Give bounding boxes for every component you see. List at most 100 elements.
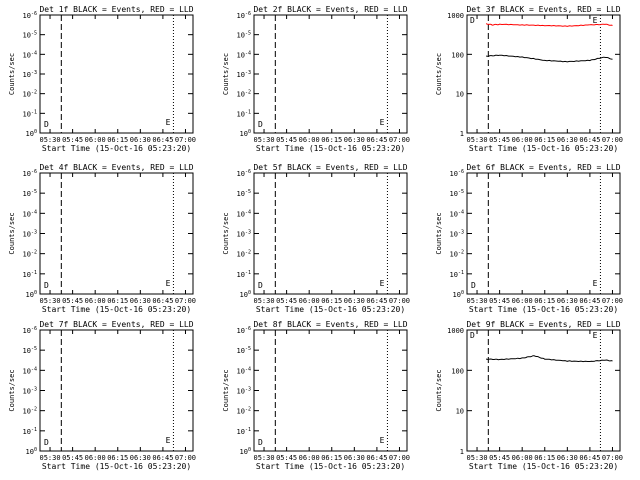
annotation-e: E <box>593 279 598 288</box>
y-tick-label: 100 <box>240 129 251 138</box>
plot-frame <box>466 329 621 452</box>
y-tick-label: 10 <box>456 91 464 99</box>
x-tick-label: 06:15 <box>321 297 342 305</box>
x-axis-label: Start Time (15-Oct-16 05:23:20) <box>256 144 405 153</box>
events-series-line <box>485 355 613 363</box>
panel-title: Det 8f BLACK = Events, RED = LLD <box>253 320 407 329</box>
y-axis-label: Counts/sec <box>8 369 16 411</box>
panel-title: Det 5f BLACK = Events, RED = LLD <box>253 163 407 172</box>
y-tick-label: 10-6 <box>23 11 37 20</box>
x-tick-label: 06:45 <box>366 454 387 462</box>
x-tick-label: 05:45 <box>489 454 510 462</box>
x-tick-label: 07:00 <box>175 136 196 144</box>
y-axis-label: Counts/sec <box>222 53 230 95</box>
x-tick-label: 06:45 <box>152 454 173 462</box>
events-series-line <box>485 54 613 63</box>
y-tick-label: 10-4 <box>23 366 37 375</box>
annotation-d: D <box>258 281 263 290</box>
plot-frame <box>253 172 408 295</box>
annotation-e: E <box>593 331 598 340</box>
y-tick-label: 100 <box>453 290 464 299</box>
x-tick-label: 06:00 <box>299 297 320 305</box>
y-tick-label: 10-5 <box>23 31 37 40</box>
x-tick-label: 06:30 <box>130 454 151 462</box>
x-tick-label: 06:15 <box>321 454 342 462</box>
annotation-e: E <box>166 118 171 127</box>
x-tick-label: 06:30 <box>557 136 578 144</box>
x-tick-label: 06:45 <box>579 454 600 462</box>
y-axis-label: Counts/sec <box>435 369 443 411</box>
x-tick-label: 06:00 <box>299 136 320 144</box>
annotation-e: E <box>593 16 598 25</box>
x-tick-label: 05:30 <box>39 136 60 144</box>
y-tick-label: 100 <box>26 290 37 299</box>
annotation-d: D <box>44 281 49 290</box>
y-tick-label: 1000 <box>447 327 464 335</box>
plot-frame <box>466 172 621 295</box>
annotation-d: D <box>470 16 475 25</box>
y-tick-label: 10-6 <box>23 169 37 178</box>
y-tick-label: 100 <box>26 129 37 138</box>
x-axis-label: Start Time (15-Oct-16 05:23:20) <box>256 305 405 314</box>
y-tick-label: 10-1 <box>237 270 251 279</box>
x-tick-label: 06:30 <box>344 136 365 144</box>
y-tick-label: 10-6 <box>23 326 37 335</box>
x-tick-label: 05:45 <box>276 454 297 462</box>
y-tick-label: 10-4 <box>450 209 464 218</box>
x-tick-label: 06:45 <box>152 297 173 305</box>
x-tick-label: 06:30 <box>344 454 365 462</box>
x-tick-label: 06:00 <box>299 454 320 462</box>
x-tick-label: 06:15 <box>107 454 128 462</box>
plot-frame <box>39 14 194 134</box>
x-tick-label: 07:00 <box>175 454 196 462</box>
y-axis-label: Counts/sec <box>435 212 443 254</box>
y-tick-label: 10-2 <box>23 90 37 99</box>
x-tick-label: 05:45 <box>62 454 83 462</box>
x-tick-label: 06:30 <box>344 297 365 305</box>
x-tick-label: 06:15 <box>107 297 128 305</box>
y-tick-label: 10-3 <box>237 387 251 396</box>
annotation-e: E <box>166 279 171 288</box>
y-tick-label: 1000 <box>447 12 464 20</box>
y-tick-label: 10-4 <box>23 209 37 218</box>
y-tick-label: 10-2 <box>23 250 37 259</box>
y-tick-label: 10-1 <box>237 427 251 436</box>
plot-frame <box>39 172 194 295</box>
y-tick-label: 1 <box>460 130 464 138</box>
x-tick-label: 06:30 <box>557 454 578 462</box>
y-tick-label: 100 <box>451 51 464 59</box>
x-tick-label: 05:30 <box>466 297 487 305</box>
x-tick-label: 05:30 <box>466 136 487 144</box>
x-tick-label: 06:00 <box>512 297 533 305</box>
y-axis-label: Counts/sec <box>222 212 230 254</box>
x-tick-label: 06:45 <box>579 297 600 305</box>
x-tick-label: 06:00 <box>85 297 106 305</box>
x-tick-label: 05:45 <box>489 136 510 144</box>
x-tick-label: 06:45 <box>152 136 173 144</box>
y-tick-label: 10-6 <box>237 169 251 178</box>
x-tick-label: 07:00 <box>389 454 410 462</box>
detector-panel-4: Det 4f BLACK = Events, RED = LLD 05:30 05:… <box>8 163 196 314</box>
y-tick-label: 1 <box>460 448 464 456</box>
panel-title: Det 1f BLACK = Events, RED = LLD <box>39 5 193 14</box>
y-tick-label: 10-5 <box>450 189 464 198</box>
y-tick-label: 10-2 <box>237 407 251 416</box>
y-tick-label: 10-3 <box>23 387 37 396</box>
y-tick-label: 10-1 <box>23 270 37 279</box>
y-tick-label: 100 <box>451 367 464 375</box>
annotation-e: E <box>380 118 385 127</box>
y-tick-label: 10-1 <box>450 270 464 279</box>
y-tick-label: 10-6 <box>237 326 251 335</box>
annotation-e: E <box>380 279 385 288</box>
x-tick-label: 06:45 <box>366 136 387 144</box>
y-axis-label: Counts/sec <box>8 53 16 95</box>
panel-title: Det 3f BLACK = Events, RED = LLD <box>466 5 620 14</box>
y-tick-label: 10-2 <box>450 250 464 259</box>
y-tick-label: 10-2 <box>23 407 37 416</box>
detector-panel-2: Det 2f BLACK = Events, RED = LLD 05:30 05:… <box>222 5 410 153</box>
x-tick-label: 05:30 <box>466 454 487 462</box>
detector-panel-1: Det 1f BLACK = Events, RED = LLD 05:30 05:… <box>8 5 196 153</box>
annotation-d: D <box>258 438 263 447</box>
x-axis-label: Start Time (15-Oct-16 05:23:20) <box>42 305 191 314</box>
